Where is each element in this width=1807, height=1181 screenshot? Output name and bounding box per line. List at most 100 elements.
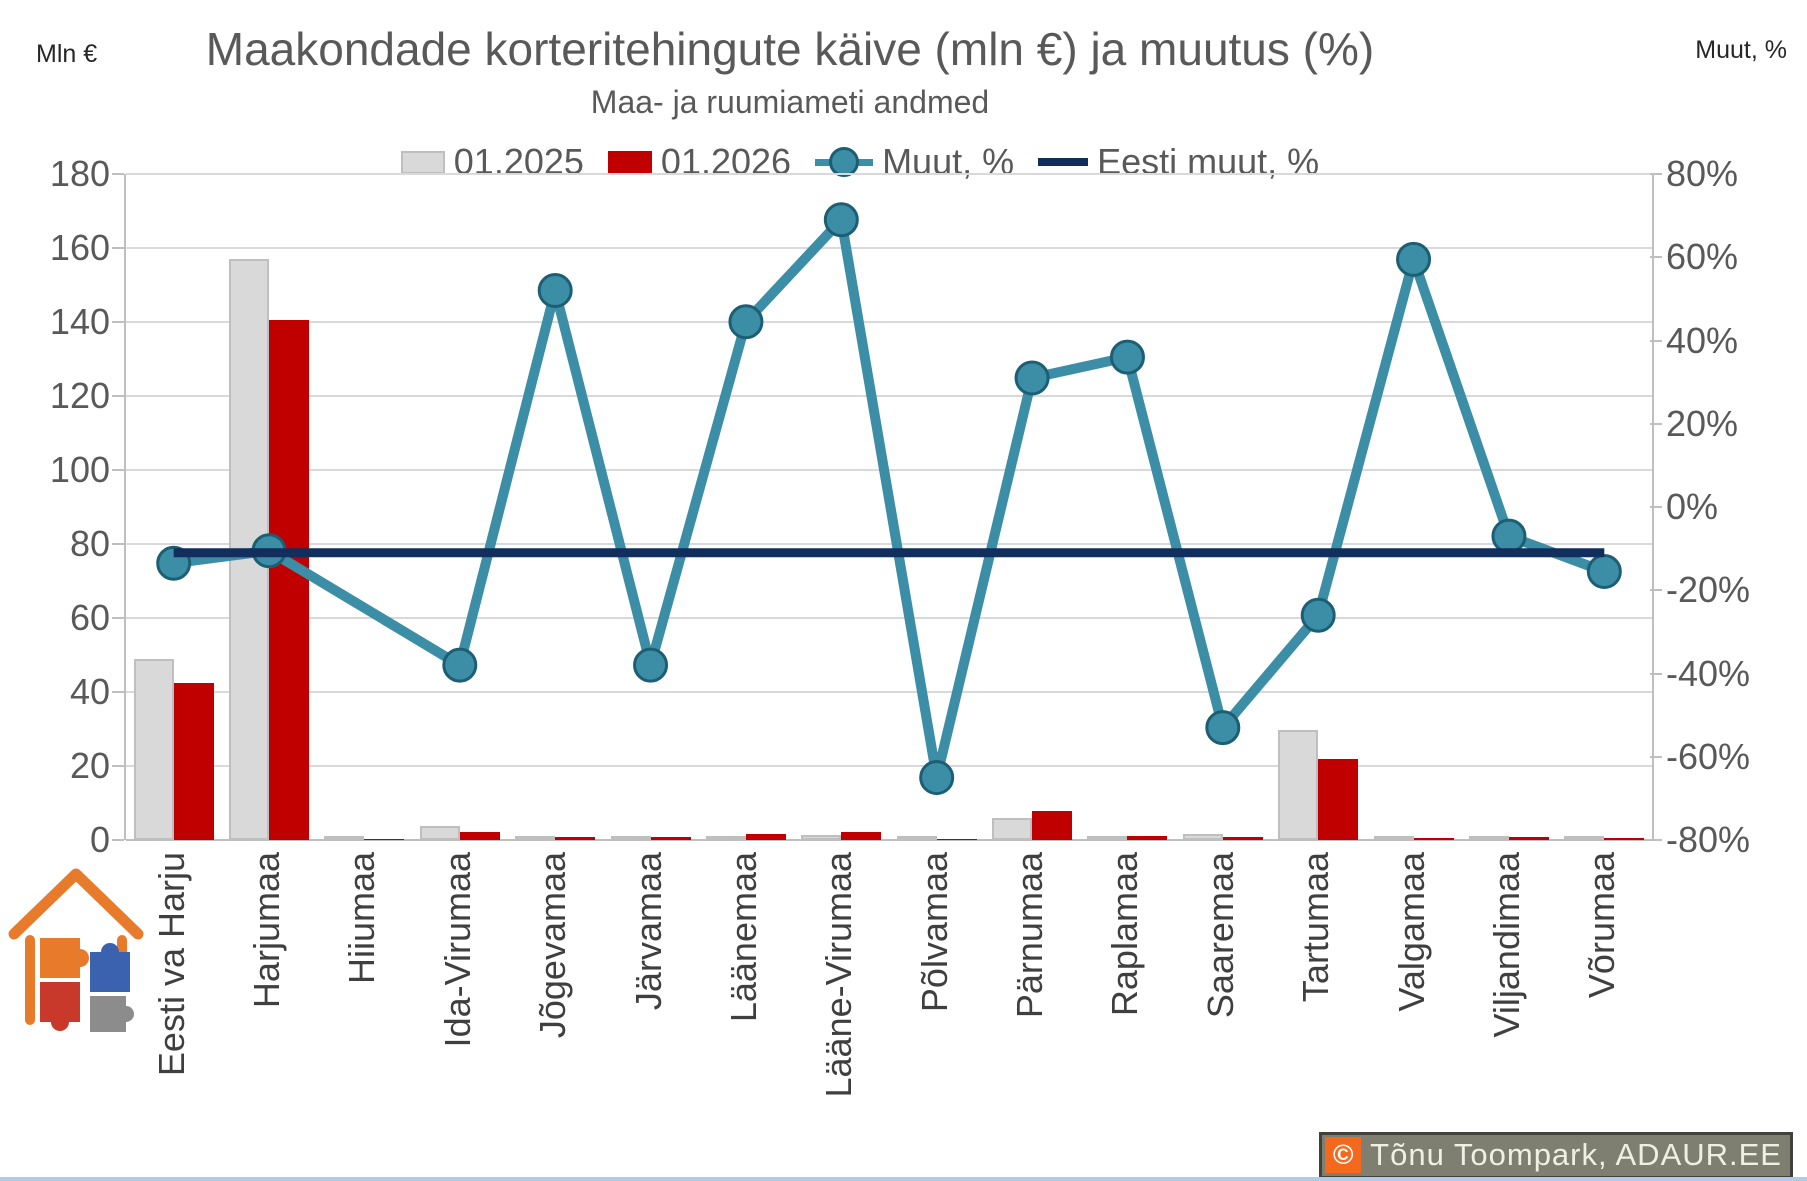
x-label-Lääne-Virumaa: Lääne-Virumaa [818, 852, 860, 1098]
gridline [126, 543, 1652, 545]
bar-01.2025-Järvamaa [610, 835, 651, 840]
right-axis-tick [1650, 755, 1662, 758]
legend-label: Eesti muut, % [1097, 141, 1320, 182]
bar-01.2026-Pärnumaa [1032, 810, 1073, 840]
muut-marker-Läänemaa [728, 304, 764, 340]
bar-01.2025-Ida-Virumaa [419, 826, 460, 840]
muut-line [168, 214, 1610, 783]
gridline [126, 691, 1652, 693]
right-axis-tick-label: 60% [1666, 236, 1739, 278]
left-axis-tick [112, 173, 124, 175]
copyright-icon: © [1325, 1137, 1362, 1173]
line-series [156, 202, 1622, 796]
legend-swatch-line [1038, 158, 1089, 166]
right-axis-tick [1650, 589, 1662, 592]
bar-01.2025-Tartumaa [1278, 730, 1319, 840]
legend-swatch-line-marker [815, 146, 874, 178]
left-axis-tick [112, 469, 124, 471]
x-label-Järvamaa: Järvamaa [627, 852, 669, 1011]
x-label-Viljandimaa: Viljandimaa [1485, 852, 1527, 1038]
x-label-Hiiumaa: Hiiumaa [341, 852, 383, 985]
left-axis-tick [112, 321, 124, 323]
gridline [126, 247, 1652, 249]
right-axis-tick-label: -20% [1666, 569, 1751, 611]
legend: 01.2025 01.2026 Muut, % Eesti muut, % [0, 134, 1720, 190]
adaur-house-puzzle-logo [8, 868, 144, 1032]
left-axis-tick-label: 60 [69, 597, 110, 638]
muut-marker-Põlvamaa [919, 760, 955, 796]
x-label-Eesti va Harju: Eesti va Harju [150, 852, 192, 1077]
bar-01.2026-Tartumaa [1318, 759, 1359, 840]
left-axis-tick-label: 40 [69, 671, 110, 712]
right-axis-tick-label: -80% [1666, 819, 1751, 860]
bar-01.2025-Jõgevamaa [515, 836, 556, 840]
muut-marker-Valgamaa [1396, 241, 1432, 277]
left-axis-tick [112, 839, 124, 841]
muut-marker-Tartumaa [1300, 597, 1336, 633]
x-label-Ida-Virumaa: Ida-Virumaa [436, 852, 478, 1048]
bar-01.2026-Võrumaa [1604, 837, 1645, 840]
left-axis-tick-label: 120 [49, 375, 110, 416]
x-label-Saaremaa: Saaremaa [1199, 852, 1241, 1019]
muut-marker-Saaremaa [1205, 710, 1241, 746]
legend-label: Muut, % [882, 141, 1015, 182]
muut-marker-Ida-Virumaa [442, 647, 478, 683]
gridline [126, 765, 1652, 767]
x-label-Põlvamaa: Põlvamaa [913, 852, 955, 1013]
muut-marker-Viljandimaa [1491, 518, 1527, 554]
right-axis-tick-label: 20% [1666, 402, 1739, 444]
muut-marker-Järvamaa [633, 647, 669, 683]
right-axis-tick [1650, 839, 1662, 841]
bar-01.2025-Eesti va Harju [133, 658, 174, 840]
right-axis-tick [1650, 422, 1662, 425]
right-axis-tick-label: 40% [1666, 319, 1739, 361]
bar-01.2025-Pärnumaa [992, 817, 1033, 840]
muut-marker-Raplamaa [1109, 339, 1145, 375]
bar-01.2026-Järvamaa [650, 837, 691, 840]
bar-01.2025-Saaremaa [1182, 834, 1223, 840]
x-label-Läänemaa: Läänemaa [722, 852, 764, 1023]
legend-label: 01.2026 [660, 141, 792, 182]
right-axis-unit-label: Muut, % [1695, 36, 1787, 64]
gridline [126, 173, 1652, 175]
bar-01.2026-Viljandimaa [1508, 836, 1549, 840]
bar-01.2025-Valgamaa [1373, 836, 1414, 840]
left-axis-tick [112, 691, 124, 693]
left-axis-unit-label: Mln € [36, 40, 98, 68]
watermark-text: Tõnu Toompark, ADAUR.EE [1370, 1137, 1782, 1172]
plot-area [124, 173, 1654, 841]
legend-item-2026: 01.2026 [607, 141, 792, 183]
left-axis-tick [112, 617, 124, 619]
bar-01.2025-Läänemaa [705, 836, 746, 840]
right-axis-tick [1650, 256, 1662, 259]
right-axis-tick-label: 80% [1666, 153, 1739, 194]
muut-marker-Jõgevamaa [537, 273, 573, 309]
gridline [126, 839, 1652, 841]
right-axis-tick [1650, 672, 1662, 675]
x-label-Jõgevamaa: Jõgevamaa [532, 852, 574, 1039]
chart-subtitle: Maa- ja ruumiameti andmed [590, 84, 990, 120]
left-axis-tick-label: 0 [89, 819, 110, 860]
bar-01.2026-Ida-Virumaa [459, 831, 500, 840]
left-axis-tick [112, 543, 124, 545]
bar-01.2025-Hiiumaa [324, 836, 365, 840]
bar-01.2025-Võrumaa [1564, 836, 1605, 840]
bar-01.2026-Harjumaa [269, 320, 310, 840]
left-axis-tick [112, 395, 124, 397]
x-label-Valgamaa: Valgamaa [1390, 852, 1432, 1012]
watermark-badge: © Tõnu Toompark, ADAUR.EE [1319, 1132, 1793, 1179]
x-label-Raplamaa: Raplamaa [1104, 852, 1146, 1017]
legend-swatch-2025-bar [400, 150, 445, 174]
legend-item-2025: 01.2025 [400, 141, 584, 183]
left-axis-tick [112, 247, 124, 249]
bottom-border [0, 1177, 1807, 1181]
muut-marker-Võrumaa [1586, 554, 1622, 590]
bar-01.2026-Jõgevamaa [555, 837, 596, 840]
logo-roof [8, 868, 144, 940]
bar-01.2026-Põlvamaa [936, 839, 977, 840]
bar-01.2026-Hiiumaa [364, 839, 405, 840]
x-label-Tartumaa: Tartumaa [1295, 852, 1337, 1003]
bar-01.2026-Saaremaa [1222, 837, 1263, 840]
legend-swatch-2026-bar [607, 150, 652, 174]
